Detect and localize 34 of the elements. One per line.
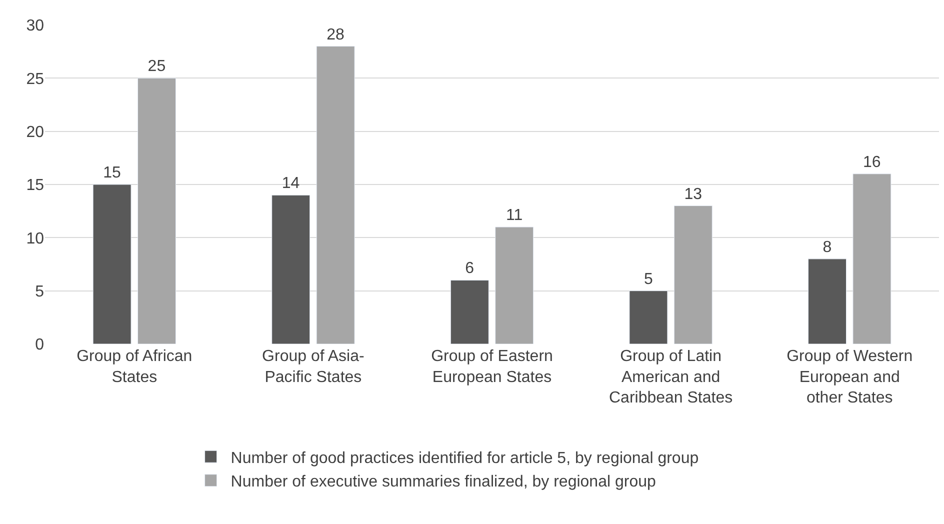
y-tick-label: 20: [26, 124, 44, 141]
bar: [450, 280, 489, 344]
y-tick-label: 10: [26, 230, 44, 248]
bar: [852, 174, 892, 344]
legend-label: Number of executive summaries finalized, by regional group: [230, 474, 656, 491]
data-label: 6: [465, 260, 474, 278]
data-label: 5: [644, 270, 653, 288]
legend-label: Number of good practices identified for article 5, by regional group: [230, 450, 699, 467]
bar: [272, 194, 310, 344]
x-tick-label: Group of Eastern European States: [431, 348, 553, 386]
y-tick-label: 25: [26, 70, 44, 88]
y-tick-label: 0: [35, 336, 44, 354]
data-label: 15: [103, 164, 121, 182]
bar: [674, 206, 712, 344]
y-tick-label: 15: [26, 177, 44, 194]
y-tick-label: 30: [26, 18, 44, 35]
data-label: 28: [326, 26, 344, 44]
data-label: 13: [684, 186, 702, 203]
data-label: 8: [822, 238, 832, 256]
bar: [92, 184, 132, 344]
bar: [316, 46, 355, 344]
data-label: 16: [863, 154, 881, 171]
bar: [495, 226, 534, 344]
x-tick-label: Group of Asia-Pacific States: [262, 348, 364, 386]
bar: [138, 78, 176, 344]
data-label: 25: [148, 58, 166, 76]
data-label: 14: [282, 175, 300, 192]
y-tick-label: 5: [35, 283, 44, 300]
bar: [629, 290, 668, 344]
x-tick-label: Group of African States: [76, 348, 192, 386]
x-tick-label: Group of Western European and other States: [786, 348, 913, 407]
data-label: 11: [506, 207, 523, 224]
x-tick-label: Group of Latin American and Caribbean States: [608, 348, 733, 407]
bar: [808, 258, 846, 344]
